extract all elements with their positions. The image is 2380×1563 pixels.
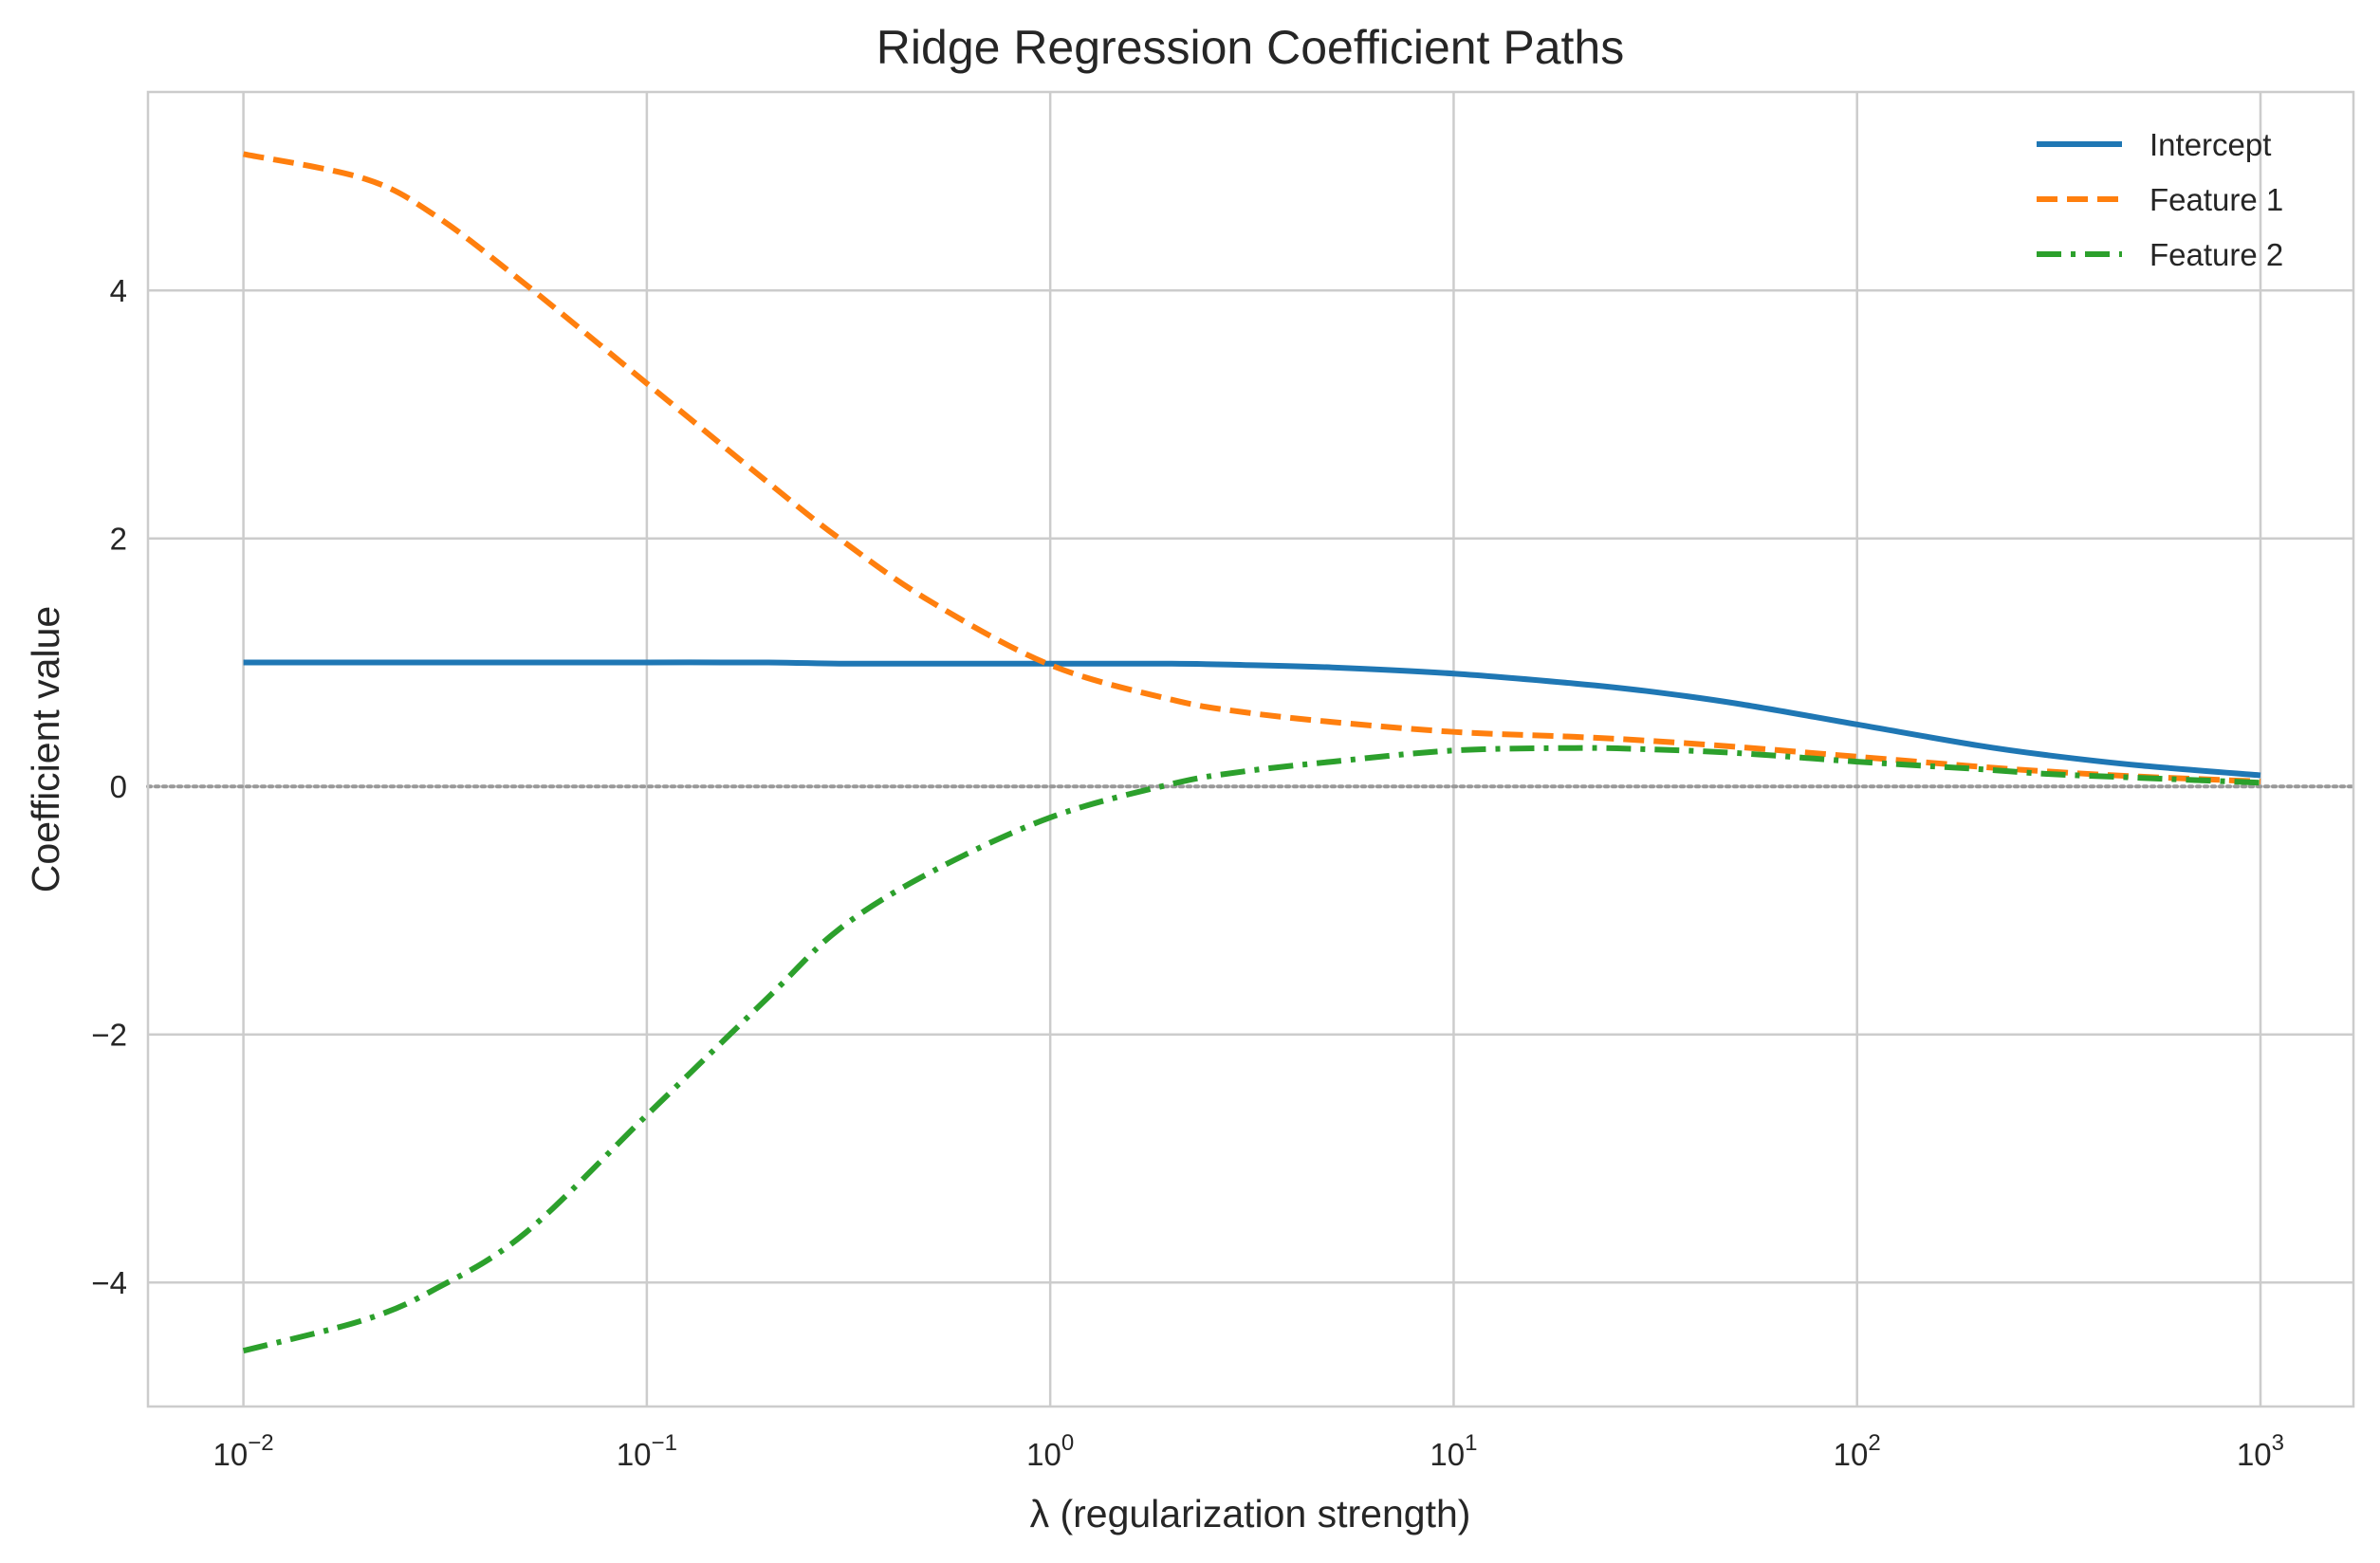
y-tick-label: 4 [110, 273, 127, 308]
plot-area-frame [146, 90, 2355, 1408]
y-tick-label: 0 [110, 769, 127, 804]
series-line-1 [243, 659, 2261, 779]
legend-label: Feature 2 [2149, 237, 2283, 272]
y-tick-label: 2 [110, 522, 127, 557]
legend-label: Intercept [2149, 127, 2271, 162]
chart-title: Ridge Regression Coefficient Paths [876, 21, 1624, 74]
x-tick-label: 101 [1430, 1430, 1477, 1472]
y-tick-label: −4 [91, 1265, 127, 1300]
series-lines [242, 151, 2261, 1354]
x-tick-label: 102 [1834, 1430, 1881, 1472]
y-tick-labels: −4 −2 0 2 4 [91, 273, 127, 1300]
legend: Intercept Feature 1 Feature 2 [2037, 127, 2283, 272]
x-tick-label: 10−1 [617, 1430, 677, 1472]
legend-label: Feature 1 [2149, 182, 2283, 217]
x-axis-label: λ (regularization strength) [1030, 1492, 1471, 1535]
x-tick-label: 100 [1026, 1430, 1074, 1472]
series-line-3 [242, 745, 2261, 1354]
x-tick-label: 10−2 [213, 1430, 274, 1472]
y-axis-label: Coefficient value [24, 606, 67, 892]
x-tick-labels: 10−2 10−1 100 101 102 103 [213, 1430, 2284, 1472]
x-tick-label: 103 [2237, 1430, 2284, 1472]
y-tick-label: −2 [91, 1018, 127, 1053]
